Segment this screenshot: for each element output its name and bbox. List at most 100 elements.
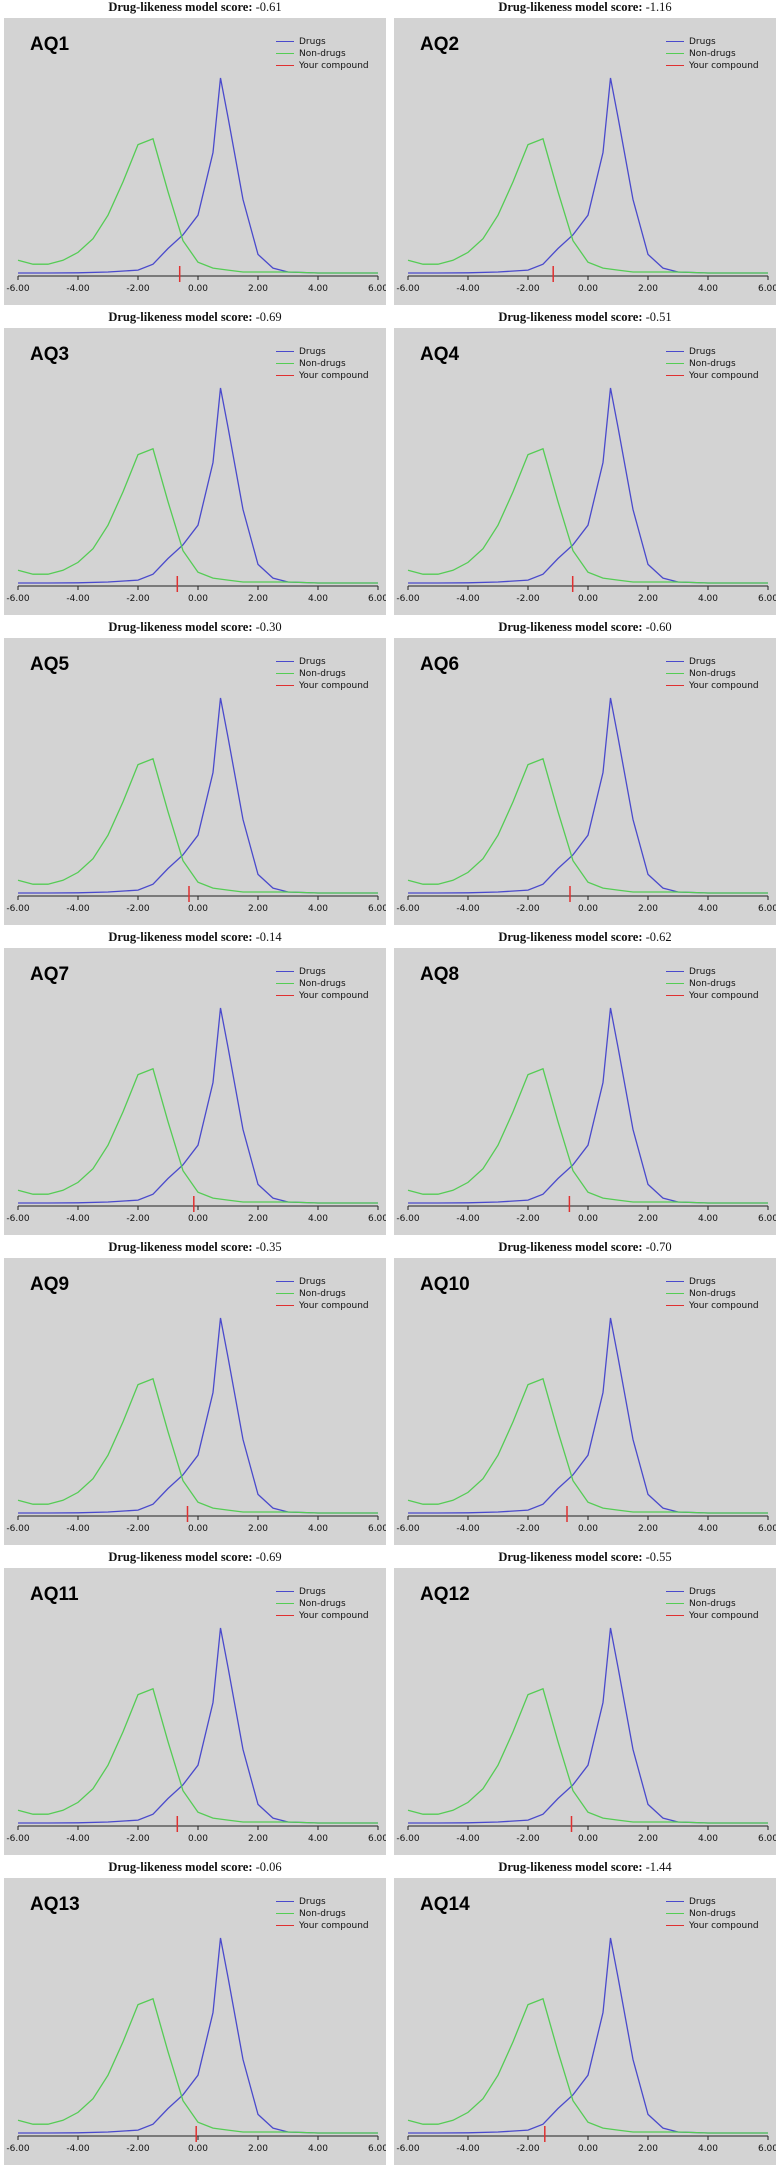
distribution-plot: -6.00 -4.00 -2.00 0.00 2.00 4.00 6.00 bbox=[6, 1937, 386, 2154]
x-tick-label: 4.00 bbox=[308, 1524, 328, 1534]
chart-panel-aq6: Drug-likeness model score: -0.60 -6.00 -4.… bbox=[394, 620, 776, 925]
panel-label: AQ10 bbox=[420, 1274, 470, 1295]
x-tick-label: 0.00 bbox=[578, 1524, 598, 1534]
score-value: -1.16 bbox=[645, 0, 672, 14]
legend-item-drugs: Drugs bbox=[666, 1896, 759, 1908]
legend-swatch-nondrugs bbox=[666, 1293, 684, 1294]
score-value: -0.14 bbox=[255, 930, 282, 944]
x-tick-label: -6.00 bbox=[396, 594, 420, 604]
panel-label: AQ12 bbox=[420, 1584, 470, 1605]
legend-item-compound: Your compound bbox=[276, 1610, 369, 1622]
legend-swatch-drugs bbox=[276, 1591, 294, 1592]
distribution-plot: -6.00 -4.00 -2.00 0.00 2.00 4.00 6.00 bbox=[396, 1007, 776, 1224]
chart-legend: Drugs Non-drugs Your compound bbox=[276, 966, 369, 1002]
x-tick-label: -4.00 bbox=[456, 284, 480, 294]
chart-panel-aq1: Drug-likeness model score: -0.61 -6.00 -4.… bbox=[4, 0, 386, 305]
x-tick-label: -4.00 bbox=[66, 594, 90, 604]
legend-swatch-drugs bbox=[666, 351, 684, 352]
plot-area: -6.00 -4.00 -2.00 0.00 2.00 4.00 6.00 AQ3 Drugs N… bbox=[4, 328, 386, 615]
x-tick-label: -4.00 bbox=[66, 904, 90, 914]
plot-area: -6.00 -4.00 -2.00 0.00 2.00 4.00 6.00 AQ1 Drugs N… bbox=[4, 18, 386, 305]
plot-area: -6.00 -4.00 -2.00 0.00 2.00 4.00 6.00 AQ12 Drugs… bbox=[394, 1568, 776, 1855]
legend-label-drugs: Drugs bbox=[299, 1587, 326, 1597]
score-value: -0.06 bbox=[255, 1860, 282, 1874]
chart-panel-aq2: Drug-likeness model score: -1.16 -6.00 -4.… bbox=[394, 0, 776, 305]
drugs-series-line bbox=[408, 1937, 768, 2134]
legend-swatch-drugs bbox=[666, 1281, 684, 1282]
x-tick-label: 6.00 bbox=[368, 904, 386, 914]
chart-legend: Drugs Non-drugs Your compound bbox=[276, 346, 369, 382]
chart-score-title: Drug-likeness model score: -0.70 bbox=[394, 1240, 776, 1258]
legend-swatch-compound bbox=[276, 375, 294, 376]
legend-swatch-compound bbox=[666, 65, 684, 66]
drugs-series-line bbox=[18, 1317, 378, 1514]
legend-label-drugs: Drugs bbox=[689, 657, 716, 667]
nondrugs-series-line bbox=[407, 1687, 768, 1824]
legend-label-drugs: Drugs bbox=[299, 37, 326, 47]
x-tick-label: -2.00 bbox=[126, 594, 150, 604]
x-tick-label: 2.00 bbox=[248, 2144, 268, 2154]
x-tick-label: 2.00 bbox=[638, 1214, 658, 1224]
legend-swatch-nondrugs bbox=[276, 673, 294, 674]
score-value: -0.69 bbox=[255, 310, 282, 324]
legend-label-nondrugs: Non-drugs bbox=[689, 1289, 736, 1299]
x-tick-label: 6.00 bbox=[758, 1834, 776, 1844]
x-tick-label: -2.00 bbox=[126, 904, 150, 914]
chart-legend: Drugs Non-drugs Your compound bbox=[276, 36, 369, 72]
legend-label-nondrugs: Non-drugs bbox=[299, 359, 346, 369]
x-tick-label: 4.00 bbox=[308, 1214, 328, 1224]
legend-swatch-nondrugs bbox=[276, 363, 294, 364]
x-tick-label: -2.00 bbox=[516, 284, 540, 294]
legend-swatch-compound bbox=[666, 1305, 684, 1306]
legend-swatch-drugs bbox=[276, 661, 294, 662]
legend-item-drugs: Drugs bbox=[666, 1586, 759, 1598]
legend-label-nondrugs: Non-drugs bbox=[299, 979, 346, 989]
chart-score-title: Drug-likeness model score: -1.44 bbox=[394, 1860, 776, 1878]
chart-panel-aq4: Drug-likeness model score: -0.51 -6.00 -4.… bbox=[394, 310, 776, 615]
legend-item-drugs: Drugs bbox=[666, 966, 759, 978]
x-tick-label: 2.00 bbox=[638, 284, 658, 294]
plot-area: -6.00 -4.00 -2.00 0.00 2.00 4.00 6.00 AQ13 Drugs… bbox=[4, 1878, 386, 2165]
plot-area: -6.00 -4.00 -2.00 0.00 2.00 4.00 6.00 AQ6 Drugs N… bbox=[394, 638, 776, 925]
legend-item-nondrugs: Non-drugs bbox=[666, 1288, 759, 1300]
x-tick-label: 2.00 bbox=[248, 1524, 268, 1534]
chart-score-title: Drug-likeness model score: -0.06 bbox=[4, 1860, 386, 1878]
legend-item-drugs: Drugs bbox=[276, 36, 369, 48]
legend-item-nondrugs: Non-drugs bbox=[276, 1288, 369, 1300]
legend-label-compound: Your compound bbox=[299, 681, 369, 691]
panel-label: AQ13 bbox=[30, 1894, 80, 1915]
x-tick-label: 0.00 bbox=[578, 594, 598, 604]
x-tick-label: -4.00 bbox=[456, 1524, 480, 1534]
drugs-series-line bbox=[18, 387, 378, 584]
legend-label-compound: Your compound bbox=[689, 1301, 759, 1311]
chart-panel-aq12: Drug-likeness model score: -0.55 -6.00 -4.… bbox=[394, 1550, 776, 1855]
nondrugs-series-line bbox=[407, 1067, 768, 1204]
distribution-plot: -6.00 -4.00 -2.00 0.00 2.00 4.00 6.00 bbox=[396, 387, 776, 604]
x-tick-label: 4.00 bbox=[308, 284, 328, 294]
legend-label-nondrugs: Non-drugs bbox=[689, 669, 736, 679]
panel-label: AQ3 bbox=[30, 344, 70, 365]
x-tick-label: -2.00 bbox=[126, 1524, 150, 1534]
legend-item-compound: Your compound bbox=[276, 370, 369, 382]
x-tick-label: -6.00 bbox=[396, 1524, 420, 1534]
legend-label-compound: Your compound bbox=[299, 61, 369, 71]
x-tick-label: 6.00 bbox=[368, 1834, 386, 1844]
plot-area: -6.00 -4.00 -2.00 0.00 2.00 4.00 6.00 AQ8 Drugs N… bbox=[394, 948, 776, 1235]
x-tick-label: 6.00 bbox=[758, 2144, 776, 2154]
legend-label-nondrugs: Non-drugs bbox=[689, 359, 736, 369]
legend-swatch-compound bbox=[276, 1305, 294, 1306]
legend-swatch-compound bbox=[276, 65, 294, 66]
chart-score-title: Drug-likeness model score: -0.62 bbox=[394, 930, 776, 948]
legend-item-nondrugs: Non-drugs bbox=[666, 358, 759, 370]
x-tick-label: -6.00 bbox=[396, 1834, 420, 1844]
legend-item-compound: Your compound bbox=[666, 60, 759, 72]
legend-swatch-nondrugs bbox=[666, 53, 684, 54]
panel-label: AQ8 bbox=[420, 964, 460, 985]
plot-area: -6.00 -4.00 -2.00 0.00 2.00 4.00 6.00 AQ11 Drugs… bbox=[4, 1568, 386, 1855]
distribution-plot: -6.00 -4.00 -2.00 0.00 2.00 4.00 6.00 bbox=[6, 1627, 386, 1844]
x-tick-label: 6.00 bbox=[758, 284, 776, 294]
legend-swatch-drugs bbox=[276, 1901, 294, 1902]
x-tick-label: -4.00 bbox=[66, 2144, 90, 2154]
score-value: -0.55 bbox=[645, 1550, 672, 1564]
plot-area: -6.00 -4.00 -2.00 0.00 2.00 4.00 6.00 AQ7 Drugs N… bbox=[4, 948, 386, 1235]
